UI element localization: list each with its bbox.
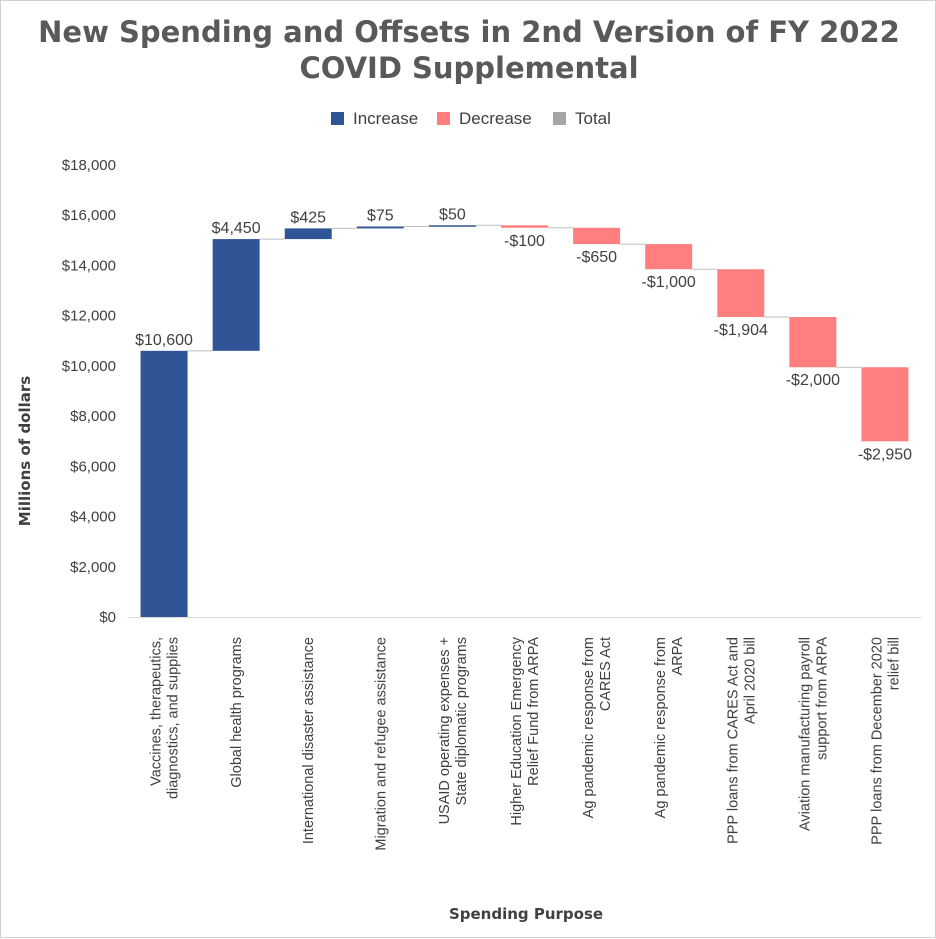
x-category-label: Relief Fund from ARPA bbox=[526, 637, 542, 786]
x-category-label: support from ARPA bbox=[814, 637, 830, 760]
x-category-label: Ag pandemic response from bbox=[581, 637, 597, 818]
bar-increase bbox=[284, 228, 332, 240]
bar-decrease bbox=[645, 244, 693, 270]
bar-decrease bbox=[861, 367, 909, 442]
x-category-label: CARES Act bbox=[598, 637, 614, 711]
legend-label-increase: Increase bbox=[353, 109, 418, 128]
y-tick-label: $2,000 bbox=[70, 559, 116, 576]
x-category-label: State diplomatic programs bbox=[454, 637, 470, 805]
y-tick-label: $18,000 bbox=[62, 157, 116, 174]
y-tick-label: $14,000 bbox=[62, 257, 116, 274]
x-category-label: PPP loans from CARES Act and bbox=[725, 637, 741, 844]
bar-decrease bbox=[789, 317, 837, 368]
bar-increase bbox=[140, 350, 188, 617]
legend-label-decrease: Decrease bbox=[459, 109, 532, 128]
data-label: -$100 bbox=[504, 233, 545, 250]
data-label: $50 bbox=[439, 206, 466, 223]
y-tick-label: $10,000 bbox=[62, 358, 116, 375]
y-tick-label: $12,000 bbox=[62, 308, 116, 325]
y-tick-label: $16,000 bbox=[62, 207, 116, 224]
x-category-label: PPP loans from December 2020 bbox=[869, 637, 885, 845]
legend-swatch-total bbox=[553, 112, 566, 125]
data-label: -$1,000 bbox=[642, 274, 696, 291]
x-category-label: Migration and refugee assistance bbox=[373, 637, 389, 851]
legend-swatch-decrease bbox=[437, 112, 450, 125]
bar-decrease bbox=[717, 269, 765, 318]
y-tick-label: $6,000 bbox=[70, 458, 116, 475]
data-label: $75 bbox=[367, 208, 394, 225]
x-category-label: April 2020 bill bbox=[742, 637, 758, 724]
x-axis-title: Spending Purpose bbox=[449, 905, 603, 923]
x-category-label: Global health programs bbox=[229, 637, 245, 788]
y-tick-label: $4,000 bbox=[70, 509, 116, 526]
data-label: -$1,904 bbox=[714, 322, 768, 339]
bar-increase bbox=[212, 239, 260, 351]
data-label: -$2,950 bbox=[858, 446, 912, 463]
y-tick-label: $0 bbox=[99, 609, 116, 626]
x-category-label: USAID operating expenses + bbox=[437, 637, 453, 824]
x-category-label: diagnostics, and supplies bbox=[166, 637, 182, 799]
bar-increase bbox=[356, 226, 404, 229]
data-label: $4,450 bbox=[212, 220, 261, 237]
x-category-label: relief bill bbox=[886, 637, 902, 690]
data-label: $10,600 bbox=[135, 332, 193, 349]
legend-swatch-increase bbox=[331, 112, 344, 125]
y-tick-label: $8,000 bbox=[70, 408, 116, 425]
data-label: -$2,000 bbox=[786, 372, 840, 389]
data-label: $425 bbox=[290, 209, 326, 226]
x-category-label: Higher Education Emergency bbox=[509, 636, 525, 825]
chart-title-line-2: COVID Supplemental bbox=[299, 51, 639, 85]
data-label: -$650 bbox=[576, 249, 617, 266]
x-category-label: International disaster assistance bbox=[301, 637, 317, 844]
x-category-label: Ag pandemic response from bbox=[653, 637, 669, 818]
bar-increase bbox=[428, 225, 476, 227]
y-axis-title: Millions of dollars bbox=[16, 376, 34, 527]
bar-decrease bbox=[573, 227, 621, 245]
bar-decrease bbox=[501, 225, 548, 228]
x-category-label: Aviation manufacturing payroll bbox=[797, 637, 813, 831]
x-category-label: ARPA bbox=[670, 637, 686, 676]
x-category-label: Vaccines, therapeutics, bbox=[149, 637, 165, 786]
legend-label-total: Total bbox=[575, 109, 611, 128]
chart-title-line-1: New Spending and Offsets in 2nd Version … bbox=[38, 15, 900, 49]
